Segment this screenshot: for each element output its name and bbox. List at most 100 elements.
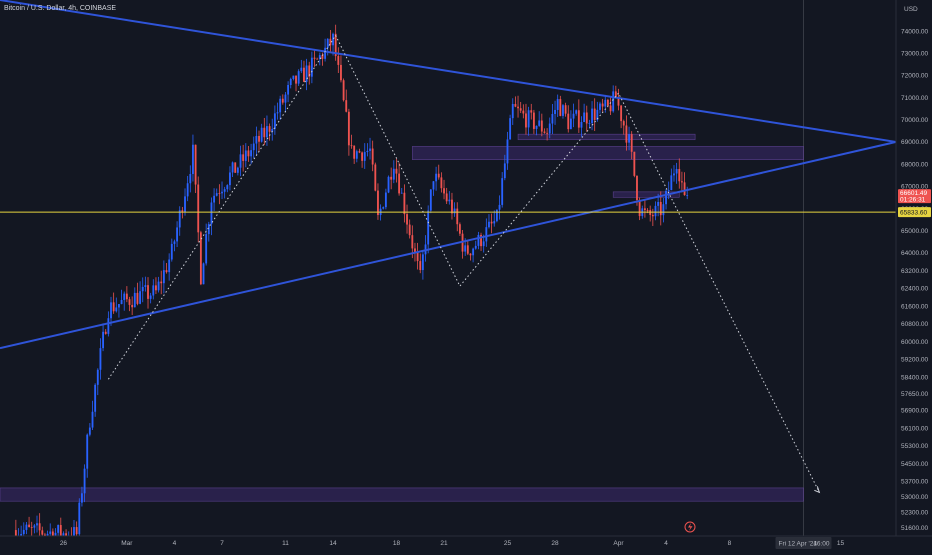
- candle-body: [546, 132, 549, 134]
- candle: [215, 188, 218, 197]
- candle: [223, 186, 226, 199]
- candle: [292, 75, 295, 81]
- candle-body: [532, 112, 535, 129]
- time-tick-label: 8: [728, 540, 732, 547]
- price-zone-3[interactable]: [612, 191, 680, 198]
- candle-body: [427, 210, 430, 245]
- candle-body: [548, 123, 551, 134]
- candle: [419, 253, 422, 274]
- candle: [530, 103, 533, 120]
- price-zone-2[interactable]: [517, 133, 696, 141]
- candle-body: [192, 144, 194, 174]
- candle-body: [519, 108, 522, 111]
- candle: [186, 175, 189, 202]
- candle-body: [429, 189, 432, 211]
- price-tick-label: 60800.00: [901, 321, 928, 328]
- candle: [599, 101, 601, 114]
- candle: [184, 188, 186, 216]
- ascending-trendline[interactable]: [0, 140, 897, 350]
- candle-body: [583, 112, 586, 123]
- candle-body: [599, 103, 601, 110]
- candle-body: [297, 71, 300, 84]
- candle-body: [591, 108, 593, 124]
- candle-body: [382, 207, 385, 209]
- candle-body: [474, 245, 477, 249]
- candle-body: [440, 177, 443, 189]
- price-tick-label: 72000.00: [901, 73, 928, 80]
- candle-body: [540, 120, 543, 132]
- candle-body: [374, 164, 377, 191]
- price-axis[interactable]: [896, 0, 932, 550]
- candle-body: [456, 208, 459, 225]
- candle-body: [279, 98, 282, 113]
- price-zone-4[interactable]: [0, 487, 804, 502]
- candle: [498, 195, 501, 220]
- candle: [250, 143, 253, 165]
- candle: [125, 286, 128, 303]
- candle: [369, 137, 371, 160]
- candle-body: [525, 113, 527, 128]
- candle: [192, 134, 194, 182]
- candle: [157, 276, 160, 293]
- candle-body: [313, 57, 316, 59]
- candle-body: [485, 227, 488, 242]
- price-tick-label: 68000.00: [901, 161, 928, 168]
- candle-body: [416, 251, 419, 262]
- candle: [268, 123, 271, 141]
- candle: [548, 117, 551, 139]
- candle: [551, 104, 554, 135]
- candle-body: [260, 127, 263, 142]
- candle: [334, 24, 337, 61]
- candle: [310, 51, 313, 84]
- lightning-icon[interactable]: [684, 521, 696, 533]
- candle-body: [88, 427, 91, 435]
- candle: [318, 52, 321, 66]
- candle: [445, 187, 448, 204]
- candle-body: [601, 103, 604, 107]
- price-tick-label: 51600.00: [901, 525, 928, 532]
- candle-body: [403, 192, 406, 215]
- candle-body: [128, 299, 131, 305]
- price-tick-label: 59200.00: [901, 357, 928, 364]
- candle-body: [181, 210, 184, 213]
- candle-body: [551, 113, 554, 124]
- candle-body: [231, 162, 234, 173]
- candle-body: [73, 527, 75, 540]
- candle-body: [395, 168, 398, 174]
- candle: [276, 102, 279, 120]
- candle: [667, 181, 670, 200]
- candle: [297, 69, 300, 86]
- candle: [440, 172, 443, 193]
- candle-body: [355, 151, 358, 159]
- candle: [456, 202, 459, 232]
- candle-body: [620, 105, 623, 122]
- candle-body: [495, 209, 498, 222]
- candle-body: [115, 307, 118, 312]
- candle-body: [361, 152, 364, 161]
- candle: [392, 160, 395, 184]
- candle: [673, 165, 675, 182]
- candle-body: [522, 110, 525, 114]
- candle-body: [162, 270, 165, 284]
- candle-body: [625, 125, 628, 143]
- candle: [628, 126, 630, 151]
- time-tick-label: 15: [837, 540, 845, 547]
- candle: [466, 240, 469, 256]
- time-tick-label: Mar: [121, 540, 133, 547]
- candle-body: [448, 199, 451, 202]
- price-zone-1[interactable]: [412, 146, 804, 160]
- candle-body: [480, 234, 482, 247]
- descending-trendline[interactable]: [0, 0, 897, 143]
- candle: [133, 287, 136, 308]
- candle: [435, 166, 438, 191]
- candle-body: [144, 285, 147, 287]
- candle-body: [104, 331, 107, 334]
- candle: [165, 262, 168, 274]
- current-price-tag: [898, 189, 931, 204]
- time-axis[interactable]: [0, 536, 932, 550]
- candle-body: [273, 113, 276, 129]
- candle-body: [337, 56, 340, 65]
- candle: [147, 277, 149, 309]
